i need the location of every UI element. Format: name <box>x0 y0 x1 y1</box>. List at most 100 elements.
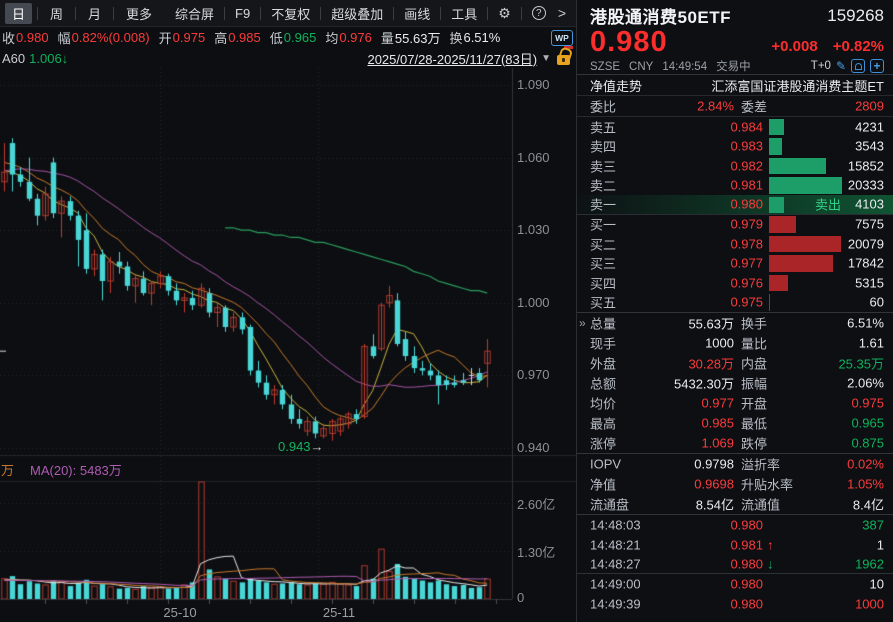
date-range-selector[interactable]: 2025/07/28-2025/11/27(83日) <box>367 51 538 67</box>
fund-row-label: 净值走势 <box>590 78 643 94</box>
stat-value: 1.05% <box>847 476 884 492</box>
tab-更多[interactable]: 更多 <box>126 6 153 22</box>
sell-volume-bar <box>769 138 782 155</box>
stat-label: IOPV <box>590 456 622 472</box>
chevron-right-icon[interactable]: > <box>557 5 566 21</box>
tick-list: 14:48:03 0.980 387 14:48:21 0.981 ↑ 1 14:48:27 0… <box>577 515 893 614</box>
stat-value: 0.875 <box>851 435 884 451</box>
price-change-percent: +0.82% <box>832 38 884 55</box>
chart-sub-bar: A60 1.006↓ 2025/07/28-2025/11/27(83日) ▼ <box>0 48 576 68</box>
buy-volume-bar <box>769 294 770 311</box>
order-level-label: 买二 <box>590 237 617 253</box>
separator <box>260 6 262 20</box>
stat-label: 现手 <box>590 336 617 352</box>
summary-label: 幅 <box>57 31 71 46</box>
orderbook-row-卖三[interactable]: 卖三 0.982 15852 <box>577 156 893 176</box>
collapse-panel-button[interactable]: » <box>579 316 586 330</box>
info-part: CNY <box>629 61 654 73</box>
fund-link-row[interactable]: 净值走势 汇添富国证港股通消费主题ET <box>577 75 893 96</box>
summary-量: 量 55.63万 <box>381 28 441 47</box>
stat-value: 0.02% <box>847 456 884 472</box>
volume-ma-legend-fragment: 万 <box>1 463 15 478</box>
orderbook-row-买五[interactable]: 买五 0.975 60 <box>577 293 893 313</box>
summary-value: 0.965 <box>283 30 317 45</box>
tick-row[interactable]: 14:49:39 0.980 1000 <box>577 594 893 614</box>
add-watchlist-icon[interactable]: + <box>870 59 884 73</box>
help-icon[interactable]: ? <box>531 6 546 20</box>
tick-time: 14:49:00 <box>590 576 641 592</box>
summary-label: 换 <box>449 31 463 46</box>
t0-badge: T+0 <box>810 60 831 72</box>
buy-volume-bar <box>769 216 796 233</box>
summary-label: 收 <box>2 31 16 46</box>
order-level-label: 卖五 <box>590 120 617 136</box>
weibi-label: 委比 <box>590 99 617 115</box>
separator <box>440 6 442 20</box>
down-arrow-icon: ↓ <box>767 556 774 572</box>
sell-volume-bar <box>769 118 784 135</box>
price-axis-label: 1.030 <box>517 222 550 238</box>
right-arrow-icon: → <box>310 439 324 454</box>
order-level-label: 买一 <box>590 217 617 233</box>
tool-不复权[interactable]: 不复权 <box>271 6 311 22</box>
price-volume-chart[interactable] <box>0 68 576 622</box>
wp-doc-icon[interactable]: WP <box>551 29 573 49</box>
summary-value: 6.51% <box>463 30 501 45</box>
stat-row-净值: 净值 0.9698 升贴水率 1.05% <box>577 474 893 494</box>
order-volume: 4231 <box>855 119 884 135</box>
tick-row[interactable]: 14:48:21 0.981 ↑ 1 <box>577 535 893 555</box>
orderbook-row-卖五[interactable]: 卖五 0.984 4231 <box>577 117 893 137</box>
tab-月[interactable]: 月 <box>88 6 102 22</box>
summary-换: 换 6.51% <box>449 28 500 47</box>
price-axis-label: 0.970 <box>517 367 550 383</box>
tool-超级叠加[interactable]: 超级叠加 <box>331 6 384 22</box>
orderbook-row-买二[interactable]: 买二 0.978 20079 <box>577 234 893 254</box>
last-price: 0.980 <box>590 26 668 58</box>
tick-row[interactable]: 14:48:03 0.980 387 <box>577 515 893 535</box>
tool-工具[interactable]: 工具 <box>451 6 478 22</box>
order-price: 0.981 <box>730 177 763 193</box>
summary-均: 均 0.976 <box>325 28 372 47</box>
order-price: 0.982 <box>730 158 763 174</box>
tool-F9[interactable]: F9 <box>235 5 251 21</box>
info-part: 交易中 <box>716 61 751 73</box>
order-price: 0.979 <box>730 216 763 232</box>
tool-画线[interactable]: 画线 <box>404 6 431 22</box>
quote-panel: 港股通消费50ETF 159268 0.980 +0.008 +0.82% SZ… <box>576 0 893 622</box>
orderbook-row-买一[interactable]: 买一 0.979 7575 <box>577 215 893 235</box>
stat-row-流通盘: 流通盘 8.54亿 流通值 8.4亿 <box>577 494 893 514</box>
low-price-annotation: 0.943→ <box>278 439 324 454</box>
chevron-down-icon[interactable]: ▼ <box>541 52 551 64</box>
separator <box>520 6 522 20</box>
unlock-icon[interactable] <box>557 55 570 65</box>
gear-icon[interactable]: ⚙ <box>498 4 511 21</box>
summary-label: 均 <box>325 31 339 46</box>
price-axis-label: 0.940 <box>517 440 550 455</box>
edit-pencil-icon[interactable]: ✎ <box>835 59 846 73</box>
stat-label: 跌停 <box>741 436 768 452</box>
tick-row[interactable]: 14:49:00 0.980 10 <box>577 574 893 594</box>
iopv-section: IOPV 0.9798 溢折率 0.02% 净值 0.9698 升贴水率 1.05% 流通盘 8.… <box>577 454 893 515</box>
summary-幅: 幅 0.82%(0.008) <box>58 28 150 47</box>
orderbook-row-买三[interactable]: 买三 0.977 17842 <box>577 254 893 274</box>
orderbook-row-卖二[interactable]: 卖二 0.981 20333 <box>577 176 893 196</box>
summary-低: 低 0.965 <box>270 28 317 47</box>
orderbook-row-卖四[interactable]: 卖四 0.983 3543 <box>577 137 893 157</box>
tick-row[interactable]: 14:48:27 0.980 ↓ 1962 <box>577 555 893 575</box>
tool-综合屏[interactable]: 综合屏 <box>175 6 215 22</box>
tab-日[interactable]: 日 <box>5 2 33 24</box>
orderbook-row-买四[interactable]: 买四 0.976 5315 <box>577 273 893 293</box>
tab-周[interactable]: 周 <box>50 6 64 22</box>
sell-action-label[interactable]: 卖出 <box>814 197 841 213</box>
toolbar-tools: 综合屏 F9 不复权 超级叠加 画线 工具 ⚙? > <box>169 0 572 26</box>
orderbook-row-卖一[interactable]: 卖一 0.980 卖出 4103 <box>577 195 893 215</box>
summary-高: 高 0.985 <box>214 28 261 47</box>
order-volume: 20333 <box>847 177 884 193</box>
stat-value: 0.965 <box>851 415 884 431</box>
order-volume: 17842 <box>847 255 884 271</box>
stat-row-IOPV: IOPV 0.9798 溢折率 0.02% <box>577 454 893 474</box>
alert-bell-icon[interactable] <box>851 59 865 73</box>
stat-value: 6.51% <box>847 315 884 331</box>
tick-price: 0.980 <box>730 596 763 612</box>
price-axis-label: 1.060 <box>517 149 550 165</box>
